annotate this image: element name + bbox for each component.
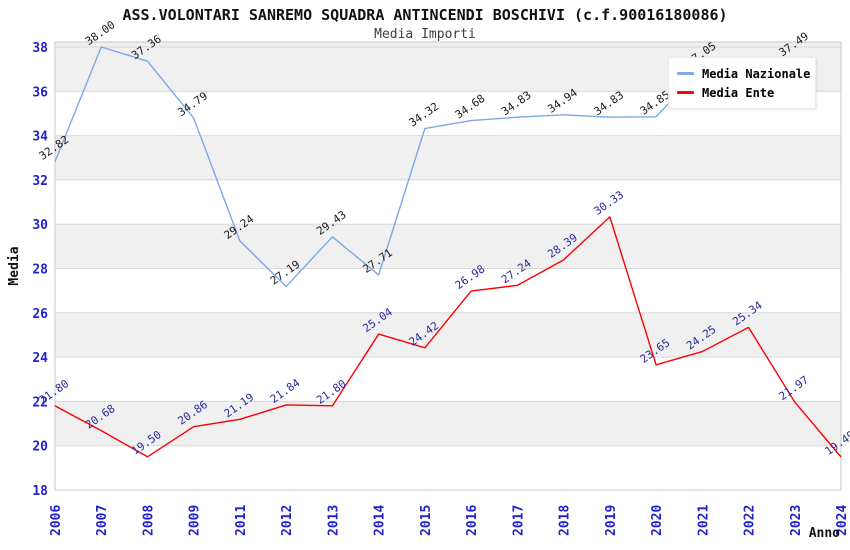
legend-label: Media Ente (702, 85, 775, 100)
y-tick-label: 30 (32, 218, 48, 233)
point-label: 34.79 (175, 89, 210, 119)
y-tick-label: 26 (32, 307, 48, 322)
point-label: 34.83 (592, 89, 627, 119)
y-tick-label: 20 (32, 440, 48, 455)
x-tick-label: 2011 (234, 505, 249, 536)
point-label: 34.32 (407, 100, 442, 130)
x-tick-label: 2013 (326, 505, 341, 536)
plot-band (55, 224, 841, 269)
x-tick-label: 2014 (373, 505, 388, 536)
y-tick-label: 32 (32, 174, 48, 189)
point-label: 30.33 (592, 188, 627, 218)
y-axis-title: Media (7, 246, 22, 285)
x-tick-label: 2015 (419, 505, 434, 536)
y-tick-label: 38 (32, 41, 48, 56)
x-tick-label: 2006 (49, 505, 64, 536)
y-tick-label: 18 (32, 484, 48, 499)
y-tick-label: 28 (32, 263, 48, 278)
y-tick-label: 22 (32, 395, 48, 410)
point-label: 21.97 (776, 373, 811, 403)
y-tick-label: 36 (32, 85, 48, 100)
x-tick-label: 2019 (604, 505, 619, 536)
x-tick-label: 2024 (835, 505, 850, 536)
plot-border (54, 41, 842, 491)
point-label: 34.68 (453, 92, 488, 122)
y-tick-label: 24 (32, 351, 48, 366)
x-tick-label: 2007 (95, 505, 110, 536)
chart-legend[interactable]: Media Nazionale Media Ente (668, 57, 816, 109)
series-line-media-ente (54, 216, 842, 458)
chart-title: ASS.VOLONTARI SANREMO SQUADRA ANTINCENDI… (122, 6, 728, 24)
chart-subtitle: Media Importi (374, 27, 476, 42)
x-tick-label: 2022 (743, 505, 758, 536)
x-tick-label: 2017 (511, 505, 526, 536)
legend-item-media-nazionale[interactable]: Media Nazionale (677, 64, 811, 83)
legend-swatch-icon (677, 91, 694, 94)
x-tick-label: 2020 (650, 505, 665, 536)
x-tick-label: 2018 (558, 505, 573, 536)
x-tick-label: 2008 (141, 505, 156, 536)
x-tick-label: 2012 (280, 505, 295, 536)
x-tick-label: 2023 (789, 505, 804, 536)
series-line-media-nazionale (54, 46, 795, 288)
point-label: 34.83 (499, 89, 534, 119)
x-tick-label: 2009 (188, 505, 203, 536)
legend-item-media-ente[interactable]: Media Ente (677, 83, 807, 102)
y-tick-label: 34 (32, 130, 48, 145)
x-tick-label: 2016 (465, 505, 480, 536)
legend-swatch-icon (677, 72, 694, 75)
x-axis-title: Anno (809, 526, 840, 541)
plot-band (55, 401, 841, 446)
x-tick-label: 2021 (696, 505, 711, 536)
legend-label: Media Nazionale (702, 66, 811, 81)
plot-band (55, 135, 841, 180)
